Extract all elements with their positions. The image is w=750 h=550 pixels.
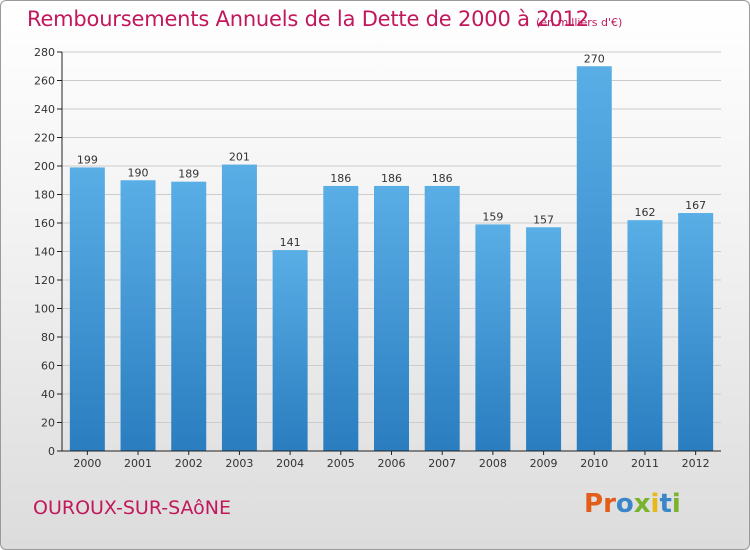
x-tick-label: 2003 (225, 457, 253, 470)
bar-value-label: 270 (584, 52, 605, 65)
bar (69, 167, 105, 452)
bar-value-label: 186 (432, 172, 453, 185)
bar-value-label: 157 (533, 213, 554, 226)
x-tick-label: 2010 (580, 457, 608, 470)
logo-letter: x (633, 489, 651, 519)
y-tick-label: 60 (41, 360, 55, 373)
x-tick-label: 2004 (276, 457, 304, 470)
bar-value-label: 186 (381, 172, 402, 185)
y-tick-label: 280 (34, 46, 55, 59)
bar (374, 185, 409, 451)
logo-letter: t (659, 489, 672, 519)
x-tick-label: 2002 (175, 457, 203, 470)
bar-value-label: 159 (482, 210, 503, 223)
y-tick-label: 160 (34, 217, 55, 230)
bar (526, 227, 562, 451)
chart-subtitle: (en milliers d'€) (536, 16, 623, 29)
y-tick-label: 140 (34, 246, 55, 259)
x-tick-label: 2005 (327, 457, 355, 470)
x-tick-label: 2007 (428, 457, 456, 470)
logo-letter: i (671, 489, 681, 519)
bar-value-label: 162 (634, 206, 655, 219)
bar (221, 164, 257, 451)
labels: 0 20 40 60 80 100 120 140 160 180 200 220 240 260 280 1… (34, 46, 710, 470)
axes (57, 51, 721, 455)
y-tick-label: 20 (41, 417, 55, 430)
y-tick-label: 80 (41, 331, 55, 344)
x-tick-label: 2006 (378, 457, 406, 470)
bar-value-label: 199 (77, 153, 98, 166)
bar-value-label: 190 (128, 166, 149, 179)
bar (171, 181, 207, 452)
y-tick-label: 240 (34, 103, 55, 116)
bar (475, 224, 511, 451)
logo-letter: o (615, 489, 634, 519)
x-tick-label: 2012 (682, 457, 710, 470)
bar (272, 250, 308, 451)
city-name: OUROUX-SUR-SAôNE (33, 497, 232, 519)
bar (120, 180, 156, 451)
bar-value-label: 201 (229, 151, 250, 164)
proxiti-logo: Proxiti (584, 489, 681, 519)
y-tick-label: 260 (34, 75, 55, 88)
bar (576, 66, 612, 451)
y-tick-label: 180 (34, 189, 55, 202)
y-tick-label: 40 (41, 388, 55, 401)
y-tick-label: 220 (34, 132, 55, 145)
x-tick-label: 2008 (479, 457, 507, 470)
bars (69, 66, 714, 452)
logo-letter: P (584, 489, 604, 519)
bar (678, 213, 714, 451)
bar (627, 220, 663, 451)
y-tick-label: 200 (34, 160, 55, 173)
bar-value-label: 189 (178, 168, 199, 181)
bar (424, 185, 460, 451)
x-tick-label: 2001 (124, 457, 152, 470)
x-tick-label: 2009 (530, 457, 558, 470)
y-tick-label: 0 (48, 445, 55, 458)
x-tick-label: 2011 (631, 457, 659, 470)
y-tick-label: 120 (34, 274, 55, 287)
bar-value-label: 167 (685, 199, 706, 212)
bar-value-label: 186 (330, 172, 351, 185)
y-tick-label: 100 (34, 303, 55, 316)
logo-letter: i (650, 489, 660, 519)
chart-title: Remboursements Annuels de la Dette de 20… (27, 7, 589, 31)
bar-value-label: 141 (280, 236, 301, 249)
bar (323, 185, 359, 451)
x-tick-label: 2000 (73, 457, 101, 470)
logo-letter: r (603, 489, 616, 519)
